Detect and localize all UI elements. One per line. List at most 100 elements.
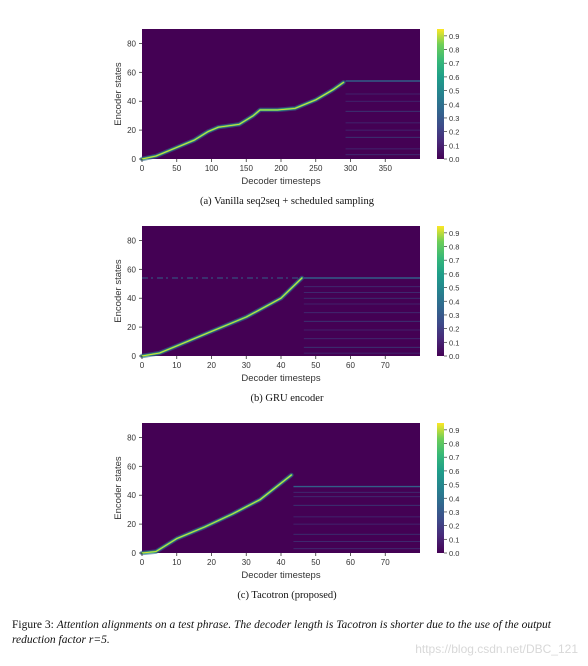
colorbar-ticks-b: 0.0 0.1 0.2 0.3 0.4 0.5 0.6 0.7 0.8 0.9	[444, 229, 459, 361]
y-tick-label: 0	[132, 352, 137, 361]
x-tick-label: 40	[277, 361, 286, 370]
x-tick-label: 0	[140, 361, 145, 370]
colorbar-ticks-a: 0.0 0.1 0.2 0.3 0.4 0.5 0.6 0.7 0.8 0.9	[444, 32, 459, 164]
x-axis-label-a: Decoder timesteps	[241, 176, 320, 187]
colorbar-tick-label: 0.6	[449, 73, 459, 82]
axes-a: 0 50 100 150 200 250 300 350 0 20 40 60 80	[127, 39, 392, 173]
x-tick-label: 60	[346, 361, 355, 370]
x-tick-label: 60	[346, 558, 355, 567]
x-tick-label: 0	[140, 558, 145, 567]
y-tick-label: 80	[127, 236, 136, 245]
colorbar-tick-label: 0.6	[449, 270, 459, 279]
figure-caption-label: Figure 3:	[12, 619, 54, 631]
colorbar-tick-label: 0.0	[449, 155, 459, 164]
colorbar-tick-label: 0.5	[449, 481, 459, 490]
colorbar-tick-label: 0.5	[449, 284, 459, 293]
y-tick-label: 60	[127, 462, 136, 471]
colorbar-tick-label: 0.6	[449, 467, 459, 476]
y-tick-label: 60	[127, 68, 136, 77]
watermark: https://blog.csdn.net/DBC_121	[415, 642, 578, 656]
axes-c: 0 10 20 30 40 50 60 70 0 20 40 60 80	[127, 433, 390, 567]
alignment-marks-c	[139, 472, 420, 556]
colorbar-tick-label: 0.4	[449, 297, 459, 306]
colorbar-tick-label: 0.8	[449, 440, 459, 449]
heatmap-b	[142, 226, 420, 356]
x-tick-label: 10	[172, 558, 181, 567]
y-tick-label: 20	[127, 323, 136, 332]
alignment-peak	[141, 81, 344, 160]
y-tick-label: 0	[132, 155, 137, 164]
colorbar-tick-label: 0.1	[449, 338, 459, 347]
y-tick-label: 60	[127, 265, 136, 274]
colorbar-tick-label: 0.1	[449, 535, 459, 544]
x-tick-label: 200	[274, 164, 288, 173]
x-tick-label: 50	[311, 558, 320, 567]
colorbar-a	[437, 29, 444, 159]
colorbar-tick-label: 0.8	[449, 243, 459, 252]
colorbar-tick-label: 0.2	[449, 522, 459, 531]
colorbar-tick-label: 0.3	[449, 508, 459, 517]
panel-a: 0 50 100 150 200 250 300 350 0 20 40 60 80 Decoder t…	[113, 29, 459, 207]
colorbar-tick-label: 0.2	[449, 325, 459, 334]
x-tick-label: 40	[277, 558, 286, 567]
colorbar-tick-label: 0.8	[449, 46, 459, 55]
x-tick-label: 150	[240, 164, 254, 173]
colorbar-tick-label: 0.2	[449, 128, 459, 137]
x-tick-label: 250	[309, 164, 323, 173]
heatmap-c	[142, 423, 420, 553]
y-axis-label-c: Encoder states	[113, 456, 124, 520]
x-tick-label: 30	[242, 558, 251, 567]
colorbar-tick-label: 0.0	[449, 352, 459, 361]
colorbar-tick-label: 0.0	[449, 549, 459, 558]
x-tick-label: 300	[344, 164, 358, 173]
y-tick-label: 40	[127, 294, 136, 303]
colorbar-tick-label: 0.9	[449, 229, 459, 238]
y-tick-label: 20	[127, 520, 136, 529]
x-tick-label: 50	[311, 361, 320, 370]
x-tick-label: 350	[379, 164, 393, 173]
colorbar-c	[437, 423, 444, 553]
colorbar-tick-label: 0.4	[449, 100, 459, 109]
colorbar-tick-label: 0.4	[449, 494, 459, 503]
colorbar-tick-label: 0.7	[449, 256, 459, 265]
x-tick-label: 0	[140, 164, 145, 173]
x-tick-label: 30	[242, 361, 251, 370]
axes-b: 0 10 20 30 40 50 60 70 0 20 40 60 80	[127, 236, 390, 370]
y-tick-label: 80	[127, 433, 136, 442]
subcaption-c: (c) Tacotron (proposed)	[237, 590, 337, 601]
x-tick-label: 10	[172, 361, 181, 370]
y-axis-label-a: Encoder states	[113, 62, 124, 126]
colorbar-tick-label: 0.5	[449, 87, 459, 96]
x-tick-label: 50	[172, 164, 181, 173]
x-tick-label: 100	[205, 164, 219, 173]
subcaption-b: (b) GRU encoder	[251, 393, 324, 404]
colorbar-tick-label: 0.7	[449, 453, 459, 462]
colorbar-tick-label: 0.9	[449, 32, 459, 41]
subcaption-a: (a) Vanilla seq2seq + scheduled sampling	[200, 196, 375, 207]
colorbar-tick-label: 0.9	[449, 426, 459, 435]
alignment-marks-b	[139, 275, 420, 359]
colorbar-b	[437, 226, 444, 356]
colorbar-tick-label: 0.3	[449, 311, 459, 320]
y-tick-label: 20	[127, 126, 136, 135]
x-axis-label-c: Decoder timesteps	[241, 570, 320, 581]
colorbar-tick-label: 0.7	[449, 59, 459, 68]
figure-caption: Figure 3: Attention alignments on a test…	[12, 618, 577, 648]
colorbar-tick-label: 0.1	[449, 141, 459, 150]
alignment-peak	[141, 474, 292, 554]
y-tick-label: 0	[132, 549, 137, 558]
colorbar-ticks-c: 0.0 0.1 0.2 0.3 0.4 0.5 0.6 0.7 0.8 0.9	[444, 426, 459, 558]
figure-caption-text: Attention alignments on a test phrase. T…	[12, 619, 551, 646]
y-axis-label-b: Encoder states	[113, 259, 124, 323]
x-axis-label-b: Decoder timesteps	[241, 373, 320, 384]
colorbar-tick-label: 0.3	[449, 114, 459, 123]
y-tick-label: 80	[127, 39, 136, 48]
alignment-peak	[141, 277, 303, 357]
x-tick-label: 70	[381, 361, 390, 370]
x-tick-label: 20	[207, 361, 216, 370]
y-tick-label: 40	[127, 491, 136, 500]
x-tick-label: 70	[381, 558, 390, 567]
panel-c: 0 10 20 30 40 50 60 70 0 20 40 60 80 Decoder timeste…	[113, 423, 459, 601]
alignment-marks-a	[139, 80, 420, 162]
